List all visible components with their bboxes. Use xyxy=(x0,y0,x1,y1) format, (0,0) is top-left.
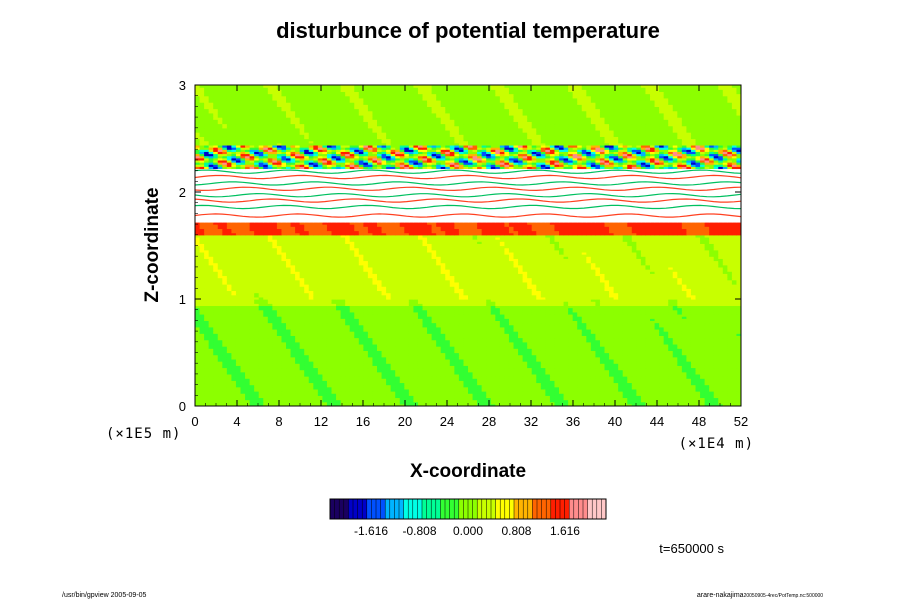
chart-title: disturbunce of potential temperature xyxy=(276,18,660,43)
heatmap-field xyxy=(195,85,742,407)
